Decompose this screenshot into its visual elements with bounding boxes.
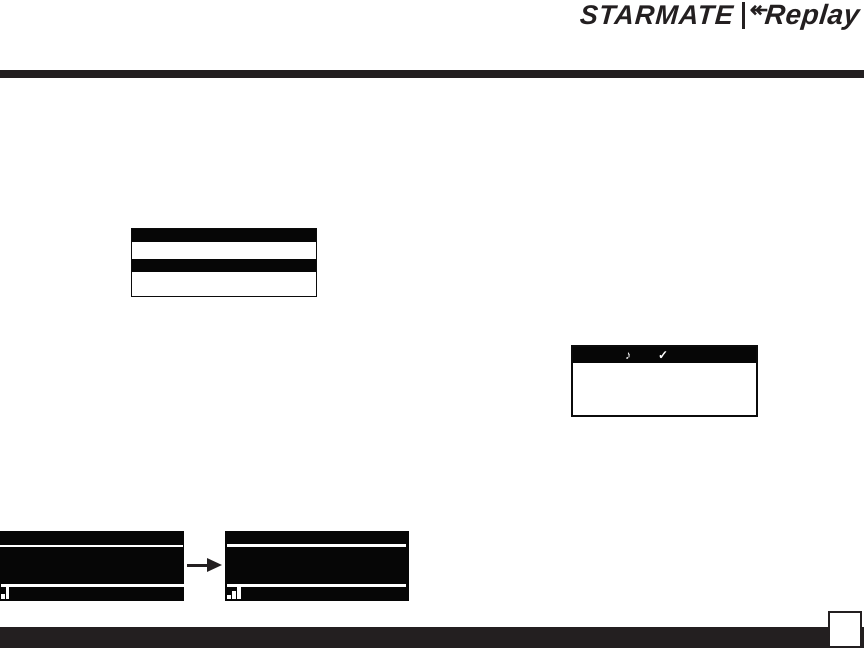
lcd-separator-line	[0, 545, 183, 547]
music-note-icon: ♪	[625, 348, 631, 362]
signal-bar	[232, 591, 236, 599]
lcd-menu-display	[131, 228, 317, 297]
signal-strength-icon	[227, 586, 241, 599]
arrow-head	[207, 558, 222, 572]
footer-rule	[0, 627, 864, 648]
confirm-display-header: ♪ ✓	[573, 347, 756, 363]
signal-bar	[1, 594, 5, 599]
signal-bar	[237, 586, 241, 599]
product-text: Replay	[763, 0, 862, 30]
page-number-box	[828, 611, 862, 648]
replay-arrow-icon: ↞	[749, 0, 769, 22]
signal-strength-icon	[1, 587, 9, 599]
logo-divider	[741, 1, 745, 29]
menu-row-blank	[132, 272, 316, 296]
menu-row-highlight	[132, 259, 316, 272]
signal-bar	[227, 595, 231, 599]
lcd-separator-line	[227, 584, 406, 587]
lcd-separator-line	[227, 544, 406, 547]
starmate-replay-logo: STARMATE ↞ Replay	[578, 0, 862, 30]
checkmark-icon: ✓	[658, 348, 669, 362]
lcd-display-before	[0, 531, 184, 601]
menu-title-bar	[132, 229, 316, 242]
lcd-separator-line	[1, 584, 184, 587]
arrow-shaft	[187, 564, 210, 567]
lcd-display-after	[225, 531, 409, 601]
header-rule	[0, 70, 864, 78]
lcd-confirm-display: ♪ ✓	[571, 345, 758, 417]
brand-text: STARMATE	[578, 0, 735, 30]
menu-row-blank	[132, 242, 316, 259]
right-arrow-icon	[187, 558, 222, 572]
signal-bar	[6, 587, 9, 599]
